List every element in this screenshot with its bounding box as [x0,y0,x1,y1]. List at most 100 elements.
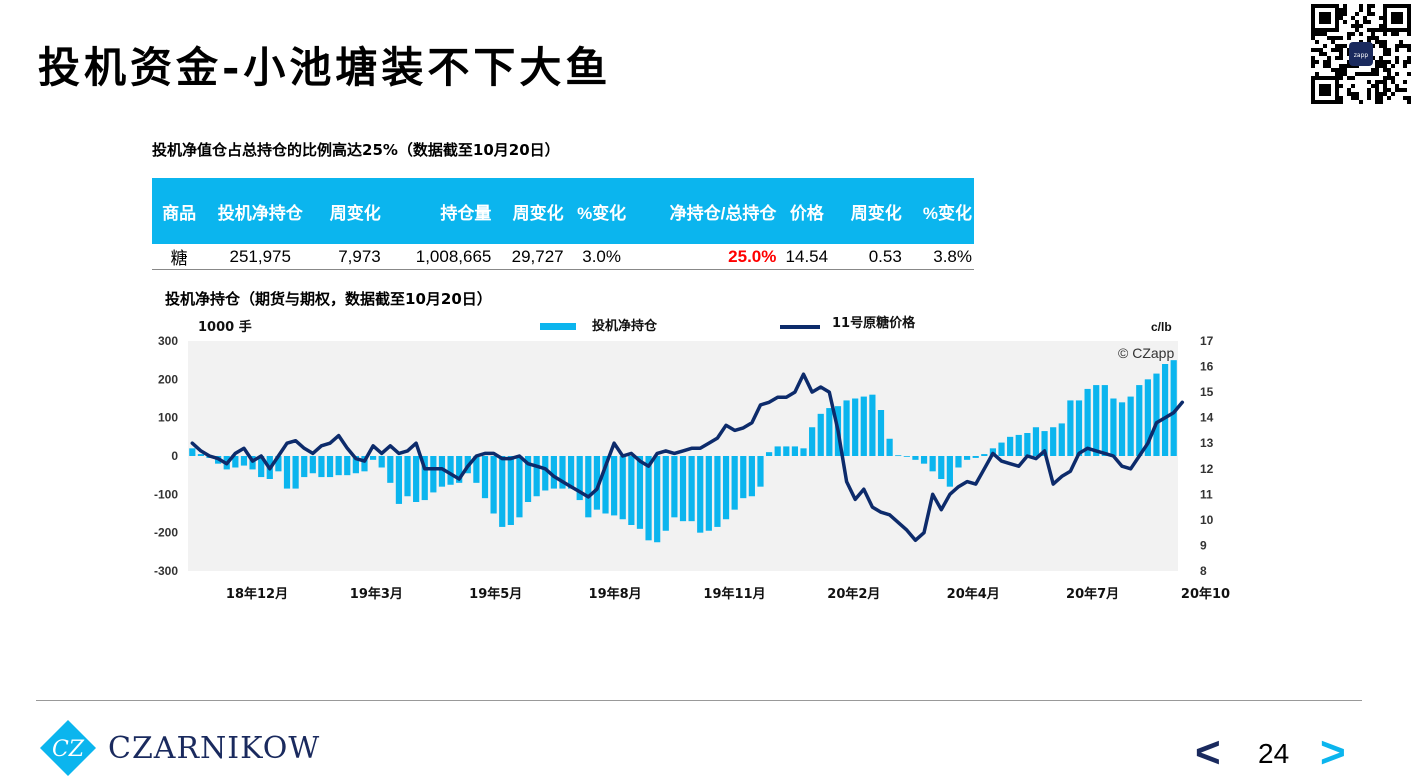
table-header-cell: %变化 [903,178,974,244]
bar [791,446,799,456]
bar [800,448,807,456]
table-cell: 14.54 [778,244,836,270]
bar [576,456,583,501]
bar [740,456,747,499]
table-body: 糖 251,975 7,973 1,008,665 29,727 3.0% 25.0% 14.… [152,244,974,270]
bar [447,456,454,485]
x-axis-tick-label: 19年11月 [703,586,765,602]
bar [1058,423,1065,456]
legend-line-label: 11号原糖价格 [832,315,916,331]
bar [697,456,704,533]
bar [1136,385,1143,456]
bar [671,456,678,518]
bar [748,456,755,497]
bar [1153,373,1160,456]
x-axis-tick-label: 20年10月 [1181,586,1230,602]
right-axis-tick-label: 8 [1200,564,1207,578]
bar [559,456,566,489]
bar [654,456,661,543]
table-cell: 29,727 [493,244,566,270]
bar [783,446,790,456]
bar [611,456,618,516]
left-axis-unit: 1000 手 [198,319,252,335]
bar [869,394,876,456]
bar [567,456,575,489]
bar [1118,402,1126,456]
bar [1032,427,1040,456]
previous-page-button[interactable]: < [1195,728,1221,777]
bar [197,454,205,456]
logo-text: CZARNIKOW [108,731,320,766]
bar [981,454,988,456]
right-axis-tick-label: 12 [1200,462,1214,476]
chart-title: 投机净持仓（期货与期权，数据截至10月20日） [165,290,492,308]
bar [817,413,824,456]
left-axis-tick-label: -100 [154,487,178,501]
bar [430,456,437,493]
qr-code-image: zapp [1311,4,1411,104]
bar [1067,400,1074,456]
bar [524,456,532,502]
bar [404,456,411,497]
bar [283,456,291,489]
table-cell: 7,973 [314,244,383,270]
bar [1007,436,1014,456]
table-title: 投机净值仓占总持仓的比例高达25%（数据截至10月20日） [152,141,560,159]
x-axis-tick-label: 19年3月 [350,586,403,602]
x-axis-tick-label: 19年5月 [469,586,522,602]
table-header-cell: 投机净持仓 [206,178,315,244]
qr-center-label: zapp [1354,52,1369,59]
czarnikow-logo: CZ CZARNIKOW [40,720,320,776]
left-axis-tick-label: 300 [158,334,178,348]
bar [369,456,377,460]
bar [481,456,489,499]
bar [499,456,506,527]
bar [705,456,712,531]
bar [903,456,910,457]
legend-bar-swatch [540,323,576,330]
bar [963,456,971,460]
right-axis-tick-label: 17 [1200,334,1214,348]
bar [852,398,859,456]
table-header-cell: 净持仓/总持仓 [637,178,779,244]
bar [895,455,902,457]
bar [998,442,1005,456]
bar [240,456,248,466]
table-header-cell: 价格 [778,178,836,244]
bar [679,456,687,522]
bar [456,456,463,483]
bar [955,456,962,468]
bar [1041,431,1048,456]
bar [361,456,368,472]
price-line [190,372,1185,543]
table-cell: 3.8% [903,244,974,270]
left-axis-tick-label: 0 [171,449,178,463]
right-axis-tick-label: 15 [1200,385,1214,399]
page-title: 投机资金-小池塘装不下大鱼 [38,43,612,92]
x-axis-tick-label: 19年8月 [589,586,642,602]
footer-divider [36,700,1362,701]
bar [292,456,299,489]
left-axis-tick-label: 100 [158,411,178,425]
bar [507,456,514,525]
bar [731,456,738,510]
bar [1075,400,1083,456]
table-cell: 3.0% [565,244,638,270]
bar [920,456,928,464]
bar [258,456,265,478]
bar [326,456,334,478]
bar [275,456,282,472]
legend-bar-label: 投机净持仓 [592,318,658,334]
next-page-button[interactable]: > [1320,728,1346,777]
bar [318,456,325,478]
bar [309,456,316,474]
bar [912,456,919,460]
bar [619,456,626,520]
bar [301,456,308,478]
bar [438,456,446,487]
x-axis-tick-label: 18年12月 [226,586,288,602]
bar [1144,379,1151,456]
table-cell: 1,008,665 [382,244,494,270]
bar [809,427,816,456]
table-header-cell: 商品 [152,178,207,244]
